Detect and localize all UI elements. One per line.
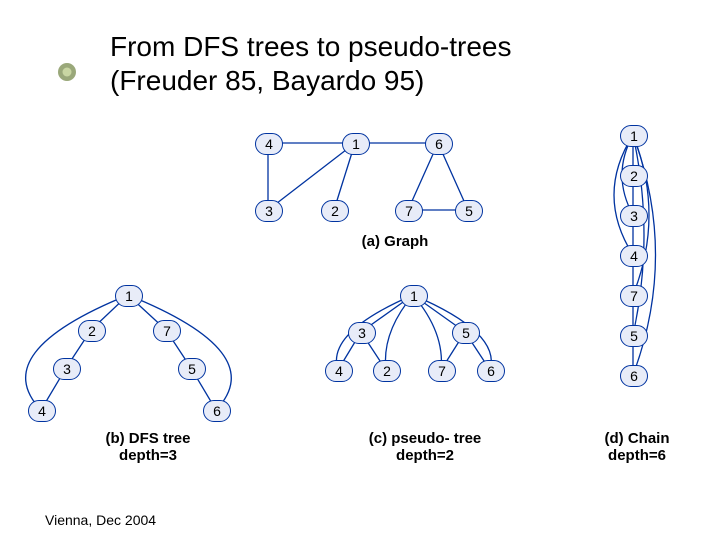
caption-d: (d) Chain depth=6 (582, 430, 692, 464)
chainD-node-5: 5 (620, 325, 648, 347)
treeC-node-1: 1 (400, 285, 428, 307)
treeC-node-4: 4 (325, 360, 353, 382)
treeC-node-7: 7 (428, 360, 456, 382)
treeB-node-2: 2 (78, 320, 106, 342)
chainD-node-6: 6 (620, 365, 648, 387)
graphA-node-3: 3 (255, 200, 283, 222)
footer-text: Vienna, Dec 2004 (45, 512, 156, 528)
treeB-node-1: 1 (115, 285, 143, 307)
title-line-2: (Freuder 85, Bayardo 95) (110, 64, 690, 98)
graphA-node-1: 1 (342, 133, 370, 155)
treeB-node-6: 6 (203, 400, 231, 422)
caption-b-line2: depth=3 (78, 447, 218, 464)
diagram-area: 4163275127354613542761234756 (a) Graph (… (0, 125, 720, 485)
chainD-node-7: 7 (620, 285, 648, 307)
treeC-node-6: 6 (477, 360, 505, 382)
caption-c: (c) pseudo- tree depth=2 (350, 430, 500, 464)
slide-title: From DFS trees to pseudo-trees (Freuder … (110, 30, 690, 97)
title-bullet-icon (55, 60, 79, 89)
graphA-node-2: 2 (321, 200, 349, 222)
treeC-node-5: 5 (452, 322, 480, 344)
graphA-node-5: 5 (455, 200, 483, 222)
treeB-node-3: 3 (53, 358, 81, 380)
chainD-node-2: 2 (620, 165, 648, 187)
caption-c-line2: depth=2 (350, 447, 500, 464)
caption-c-line1: (c) pseudo- tree (350, 430, 500, 447)
chainD-node-4: 4 (620, 245, 648, 267)
caption-d-line2: depth=6 (582, 447, 692, 464)
title-line-1: From DFS trees to pseudo-trees (110, 30, 690, 64)
graphA-node-7: 7 (395, 200, 423, 222)
graphA-node-6: 6 (425, 133, 453, 155)
graphA-node-4: 4 (255, 133, 283, 155)
caption-d-line1: (d) Chain (582, 430, 692, 447)
caption-a: (a) Graph (335, 233, 455, 250)
caption-b: (b) DFS tree depth=3 (78, 430, 218, 464)
chainD-node-3: 3 (620, 205, 648, 227)
treeC-node-2: 2 (373, 360, 401, 382)
caption-b-line1: (b) DFS tree (78, 430, 218, 447)
chainD-node-1: 1 (620, 125, 648, 147)
treeC-node-3: 3 (348, 322, 376, 344)
treeB-node-4: 4 (28, 400, 56, 422)
treeB-node-7: 7 (153, 320, 181, 342)
treeB-node-5: 5 (178, 358, 206, 380)
